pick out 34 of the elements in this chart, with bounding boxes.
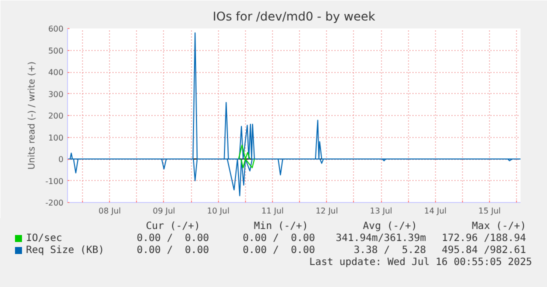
y-tick-label: 600 bbox=[48, 24, 64, 34]
y-tick-label: 400 bbox=[48, 68, 64, 77]
x-tick-label: 10 Jul bbox=[207, 206, 230, 216]
text: 495.84 /982.61 bbox=[442, 245, 526, 257]
text: 3.38 / 5.28 bbox=[354, 245, 426, 257]
y-axis-title: Units read (-) / write (+) bbox=[27, 61, 38, 170]
text: Cur (-/+) bbox=[144, 221, 202, 233]
text: 0.00 / 0.00 bbox=[242, 233, 315, 245]
legend-label: Req Size (KB) bbox=[26, 245, 104, 257]
text: 0.00 / 0.00 bbox=[136, 245, 209, 257]
y-tick-label: 500 bbox=[48, 46, 64, 56]
text: Min (-/+) bbox=[252, 221, 310, 233]
x-tick-label: 15 Jul bbox=[478, 206, 501, 216]
y-tick-label: 0 bbox=[58, 155, 64, 164]
y-tick-label: 200 bbox=[48, 112, 64, 120]
y-tick-label: 100 bbox=[48, 133, 64, 142]
text: Max (-/+) bbox=[470, 221, 528, 233]
text: Last update: Wed Jul 16 00:55:05 2025 bbox=[309, 257, 532, 269]
text: 0.00 / 0.00 bbox=[136, 233, 209, 245]
x-tick-label: 13 Jul bbox=[370, 206, 392, 216]
x-tick-label: 09 Jul bbox=[152, 206, 176, 216]
text: Avg (-/+) bbox=[362, 221, 418, 233]
chart-title: IOs for /dev/md0 - by week bbox=[212, 10, 376, 24]
text: 341.94m/361.39m bbox=[336, 233, 426, 245]
text: 172.96 /188.94 bbox=[442, 233, 526, 245]
y-tick-label: -200 bbox=[45, 198, 64, 208]
y-tick-label: -100 bbox=[45, 176, 64, 186]
x-tick-label: 14 Jul bbox=[424, 206, 447, 216]
text: 0.00 / 0.00 bbox=[242, 245, 315, 257]
x-tick-label: 08 Jul bbox=[98, 206, 121, 216]
legend-label: IO/sec bbox=[26, 233, 62, 245]
y-tick-label: 300 bbox=[48, 90, 64, 99]
x-tick-label: 11 Jul bbox=[261, 206, 284, 216]
x-tick-label: 12 Jul bbox=[316, 206, 338, 216]
